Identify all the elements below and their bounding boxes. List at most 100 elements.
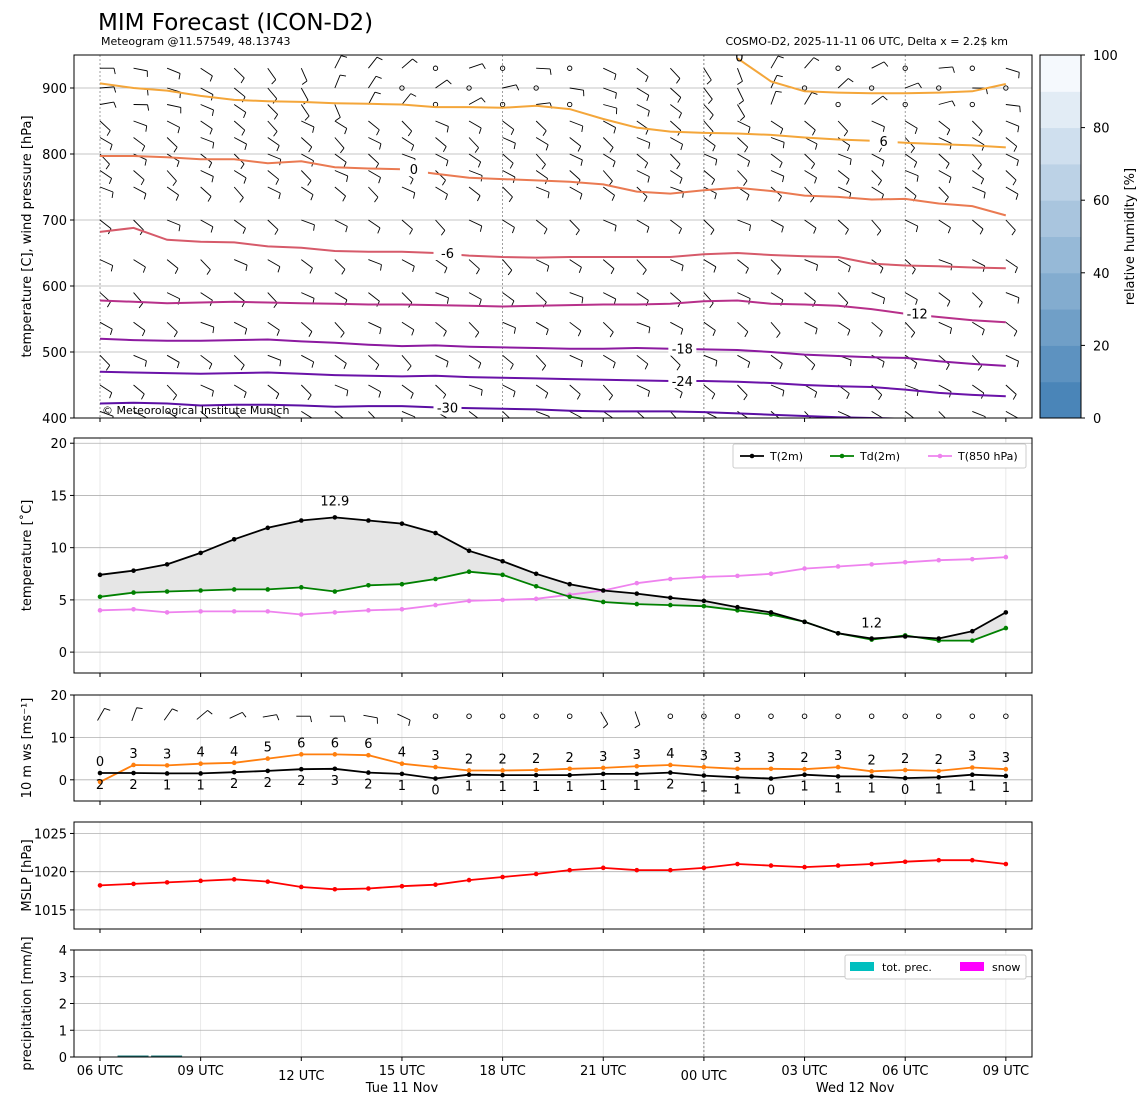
- wind-barb: [413, 192, 416, 199]
- wind-barb: [407, 365, 412, 371]
- wind-barb: [610, 268, 615, 275]
- wind-barb: [240, 422, 244, 427]
- wind-barb: [267, 153, 281, 160]
- gust-point: [869, 769, 874, 774]
- wind-barb: [207, 196, 212, 202]
- wind-barb: [233, 321, 247, 330]
- wind-barb: [243, 177, 247, 184]
- isotherm-line: [99, 370, 1006, 398]
- calm-wind-marker: [499, 65, 506, 71]
- wind-barb: [267, 137, 280, 146]
- mslp-point: [936, 857, 942, 863]
- wind-barb: [240, 364, 245, 371]
- series-point: [332, 589, 338, 594]
- calm-wind-marker: [835, 65, 841, 71]
- mslp-point: [869, 861, 874, 867]
- colorbar-step: [1040, 309, 1081, 346]
- series-point: [164, 589, 170, 594]
- wind-barb: [166, 321, 178, 333]
- wind-barb: [99, 321, 113, 330]
- wind-barb: [267, 292, 278, 304]
- wind-barb: [1013, 146, 1018, 152]
- wind-barb: [301, 292, 315, 299]
- wind-barb: [770, 153, 783, 163]
- day-label: Wed 12 Nov: [816, 1081, 895, 1096]
- wind-barb: [843, 130, 849, 137]
- mslp-point: [970, 857, 975, 863]
- wind-barb: [401, 219, 413, 230]
- wind-barb: [569, 186, 583, 195]
- wind-barb: [575, 229, 580, 236]
- wind-barb: [871, 219, 882, 231]
- wind-barb: [267, 259, 281, 267]
- wind-barb: [106, 130, 111, 136]
- wind-barb: [1014, 267, 1018, 274]
- series-point: [701, 574, 707, 580]
- wind-barb: [242, 228, 246, 234]
- wind-barb: [770, 55, 779, 69]
- wind-barb: [474, 147, 479, 153]
- mean-wind-value-label: 1: [800, 780, 808, 795]
- gust-value-label: 6: [331, 736, 339, 751]
- wind-barb: [397, 713, 411, 721]
- wind-barb: [916, 175, 919, 182]
- wind-barb: [972, 137, 985, 146]
- wind-barb: [878, 394, 883, 401]
- calm-wind-marker: [868, 713, 875, 719]
- gust-value-label: 2: [901, 752, 909, 767]
- series-point: [198, 588, 203, 593]
- series-point: [970, 638, 975, 643]
- wind-barb: [847, 329, 851, 336]
- wind-barb: [111, 191, 114, 199]
- series-point: [936, 557, 942, 563]
- wind-barb: [334, 411, 344, 418]
- wind-barb: [776, 74, 783, 78]
- wind-barb: [368, 219, 381, 229]
- wind-barb: [200, 137, 214, 143]
- calm-wind-marker: [969, 101, 975, 108]
- mean-wind-value-label: 1: [197, 778, 205, 793]
- wind-barb: [609, 331, 614, 338]
- wind-barb: [905, 170, 919, 177]
- wind-barb: [334, 384, 348, 391]
- wind-barb: [846, 393, 850, 400]
- wind-barb: [468, 384, 483, 391]
- wind-barb: [747, 160, 751, 167]
- wind-barb: [502, 321, 516, 329]
- wind-barb: [810, 197, 815, 203]
- series-point: [399, 606, 405, 612]
- mean-wind-point: [265, 768, 271, 774]
- gust-value-label: 3: [431, 749, 439, 764]
- y-tick-label: 400: [42, 412, 67, 427]
- wind-barb: [109, 392, 113, 399]
- isotherm-line: [99, 299, 1006, 324]
- wind-barb: [104, 707, 111, 711]
- mslp-point: [433, 882, 438, 887]
- wind-barb: [106, 301, 111, 308]
- wind-barb: [636, 87, 650, 96]
- gust-point: [131, 762, 136, 768]
- mean-wind-point: [970, 772, 975, 778]
- wind-barb: [508, 196, 513, 203]
- wind-barb: [744, 146, 749, 153]
- wind-barb: [401, 186, 415, 194]
- wind-barb: [233, 354, 245, 366]
- wind-barb: [273, 114, 279, 120]
- wind-barb: [880, 267, 884, 274]
- isotherm-label: -12: [907, 308, 928, 323]
- colorbar-step: [1040, 381, 1081, 419]
- isotherm-line: [99, 226, 1006, 270]
- wind-barb: [377, 227, 381, 234]
- wind-barb: [747, 361, 751, 368]
- wind-barb: [368, 137, 382, 145]
- mslp-point: [634, 867, 640, 873]
- series-point: [500, 597, 505, 603]
- wind-barb: [646, 226, 650, 233]
- mslp-point: [299, 884, 304, 890]
- wind-barb: [569, 170, 581, 181]
- wind-barb: [611, 195, 615, 201]
- wind-barb: [412, 266, 415, 273]
- isotherm-label-bg: [869, 131, 898, 148]
- wind-barb: [166, 137, 178, 148]
- wind-barb: [1016, 418, 1018, 424]
